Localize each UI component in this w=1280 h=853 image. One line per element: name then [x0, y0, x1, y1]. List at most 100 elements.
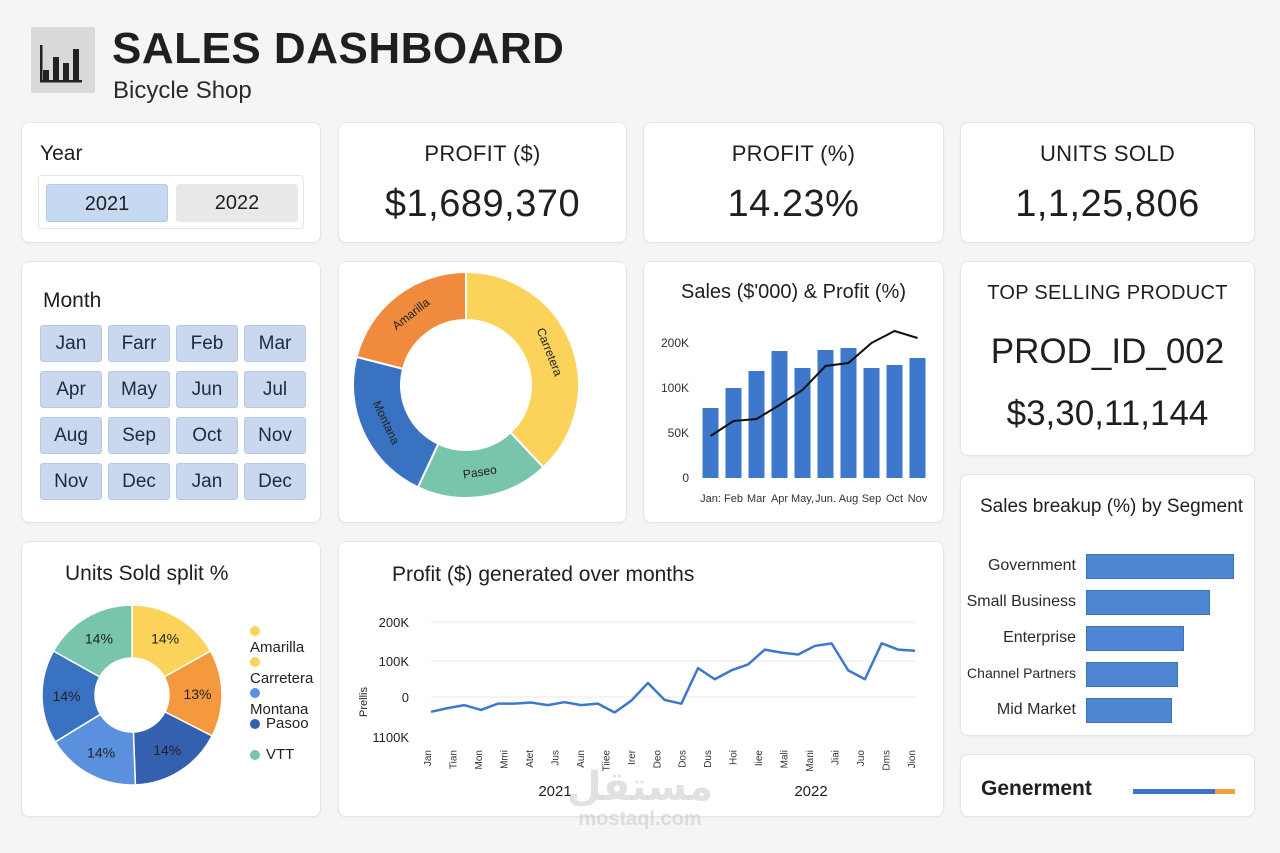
legend-item-pasoo: Pasoo — [250, 715, 309, 732]
units-slice-vtt — [52, 604, 133, 678]
legend-label: Pasoo — [266, 715, 309, 732]
x-tick-label: Atet — [525, 750, 536, 768]
kpi-profit-pct-value: 14.23% — [727, 183, 860, 225]
x-tick-label: Tiiee — [601, 750, 612, 772]
units-slice-amarilla — [131, 604, 212, 678]
units-split-card: Units Sold split % 14% 13% 14% 14% 14% 14% Am… — [21, 541, 321, 817]
legend-label: Montana — [250, 701, 309, 718]
sales-bar — [748, 371, 765, 478]
legend-dot — [250, 719, 260, 730]
month-option-apr[interactable]: Apr — [40, 371, 102, 408]
watermark-arabic: مستقل — [566, 764, 714, 810]
month-option-jan[interactable]: Jan — [176, 463, 238, 500]
year-label-2022: 2022 — [794, 783, 827, 800]
y-axis-label: Prellis — [358, 687, 370, 717]
sales-bar — [817, 350, 834, 478]
top-product-id: PROD_ID_002 — [990, 332, 1225, 371]
month-option-oct[interactable]: Oct — [176, 417, 238, 454]
x-tick-label: Tian — [448, 750, 459, 769]
x-tick-label: Mmi — [499, 750, 510, 769]
donut-slice-label: Paseo — [462, 462, 498, 481]
donut-slice-montana — [352, 355, 440, 489]
x-tick-label: Feb — [724, 493, 743, 505]
year-option-2021[interactable]: 2021 — [46, 184, 168, 222]
month-option-feb[interactable]: Feb — [176, 325, 238, 362]
sales-bar — [863, 368, 880, 478]
x-tick-label: Mani — [805, 750, 816, 772]
month-option-sep[interactable]: Sep — [108, 417, 170, 454]
segment-bar — [1086, 590, 1211, 615]
units-slice-label: 13% — [183, 686, 211, 702]
top-product-title: TOP SELLING PRODUCT — [987, 282, 1228, 304]
month-filter-label: Month — [43, 289, 102, 312]
y-tick-label: 200K — [379, 615, 410, 630]
segment-breakup-card: Sales breakup (%) by Segment Government S… — [960, 474, 1255, 736]
x-tick-label: Jus — [550, 750, 561, 766]
month-option-mar[interactable]: Mar — [244, 325, 306, 362]
donut-slice-carretera — [465, 270, 580, 469]
footer-progress-fill — [1133, 789, 1215, 794]
kpi-profit-title: PROFIT ($) — [424, 141, 541, 166]
segment-bar — [1086, 554, 1234, 579]
top-product-card: TOP SELLING PRODUCT PROD_ID_002 $3,30,11… — [960, 261, 1255, 456]
x-tick-label: Jan: — [700, 493, 721, 505]
legend-label: Carretera — [250, 670, 314, 687]
month-option-dec[interactable]: Dec — [244, 463, 306, 500]
profit-series-line — [430, 642, 916, 714]
month-option-dec[interactable]: Dec — [108, 463, 170, 500]
month-option-aug[interactable]: Aug — [40, 417, 102, 454]
sales-bar — [794, 368, 811, 478]
footer-segment-label: Generment — [981, 777, 1092, 800]
kpi-units-value: 1,1,25,806 — [1015, 183, 1200, 225]
legend-item-montana: Montana — [250, 684, 320, 718]
x-tick-label: Jiai — [831, 750, 842, 765]
units-split-title: Units Sold split % — [65, 562, 229, 585]
sales-profit-title: Sales ($'000) & Profit (%) — [680, 281, 906, 303]
y-tick-label: 50K — [668, 426, 689, 440]
legend-dot — [250, 750, 260, 761]
top-product-value: $3,30,11,144 — [1006, 394, 1209, 433]
segment-label: Government — [987, 557, 1076, 574]
month-option-jun[interactable]: Jun — [176, 371, 238, 408]
segment-donut-card: Carretera Paseo Montana Amarilla — [338, 261, 627, 523]
units-slice-label: 14% — [85, 630, 113, 646]
kpi-units-title: UNITS SOLD — [1039, 141, 1176, 166]
x-tick-label: Sep — [862, 493, 882, 505]
x-tick-label: Apr — [771, 493, 788, 505]
x-tick-label: Mon — [474, 750, 485, 769]
x-tick-label: Deo — [652, 750, 663, 769]
month-option-nov[interactable]: Nov — [40, 463, 102, 500]
sales-bar — [886, 365, 903, 478]
profit-line — [709, 329, 918, 437]
x-tick-label: Mali — [780, 750, 791, 768]
month-option-jan[interactable]: Jan — [40, 325, 102, 362]
segment-breakup-title: Sales breakup (%) by Segment — [980, 496, 1243, 517]
sales-bar — [840, 348, 857, 478]
kpi-units-card: UNITS SOLD 1,1,25,806 — [960, 122, 1255, 243]
segment-bar — [1086, 662, 1178, 687]
kpi-profit-pct-card: PROFIT (%) 14.23% — [643, 122, 944, 243]
month-option-farr[interactable]: Farr — [108, 325, 170, 362]
watermark: مستقل mostaql.com — [560, 765, 720, 829]
segment-bar — [1086, 698, 1172, 723]
profit-months-card: Profit ($) generated over months 200K 100… — [338, 541, 944, 817]
sales-bar — [909, 358, 926, 478]
sales-bar — [702, 408, 719, 478]
month-option-nov[interactable]: Nov — [244, 417, 306, 454]
donut-slice-amarilla — [355, 270, 467, 371]
month-option-jul[interactable]: Jul — [244, 371, 306, 408]
legend-item-vtt: VTT — [250, 746, 294, 763]
month-option-may[interactable]: May — [108, 371, 170, 408]
x-tick-label: Iiee — [754, 750, 765, 767]
y-tick-label: 200K — [661, 336, 689, 350]
units-slice-montana-2 — [41, 649, 102, 743]
legend-item-carretera: Carretera — [250, 653, 320, 687]
legend-label: VTT — [266, 746, 295, 763]
year-filter-label: Year — [40, 142, 83, 165]
units-slice-montana — [54, 713, 137, 786]
year-option-2022[interactable]: 2022 — [176, 184, 298, 222]
units-slice-pasoo — [132, 710, 214, 786]
x-tick-label: Dus — [703, 750, 714, 768]
sales-bar — [725, 388, 742, 478]
month-filter-card: Month Jan Farr Feb Mar Apr May Jun Jul Aug Sep Oct… — [21, 261, 321, 523]
